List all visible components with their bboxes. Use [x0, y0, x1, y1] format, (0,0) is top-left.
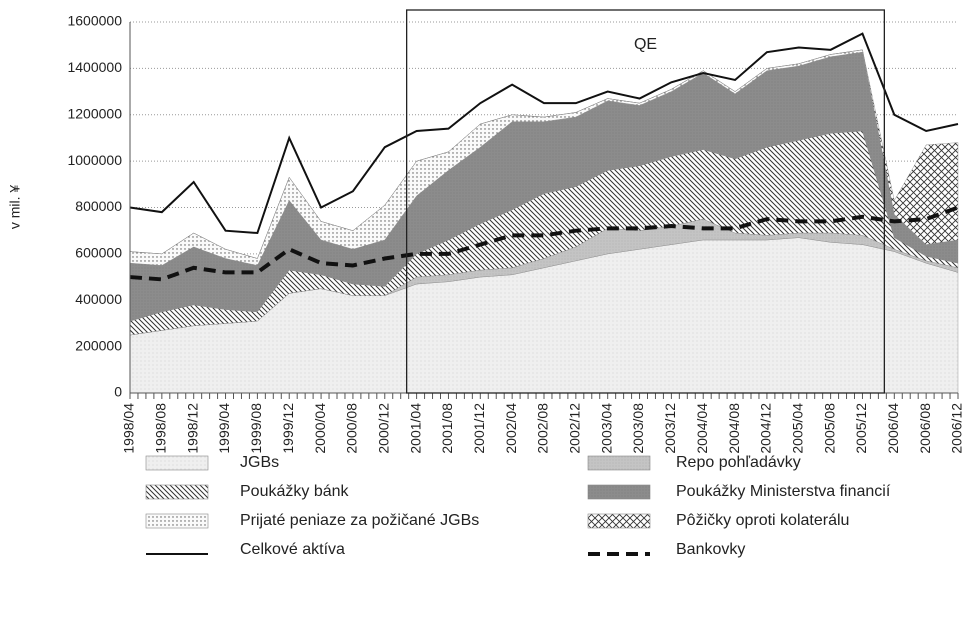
y-tick-label: 200000	[75, 337, 122, 353]
x-tick-label: 2004/08	[726, 403, 742, 454]
y-tick-label: 1000000	[67, 152, 122, 168]
x-tick-label: 2001/12	[471, 403, 487, 454]
annotation: QE	[634, 36, 657, 53]
y-tick-label: 0	[114, 384, 122, 400]
x-tick-label: 2002/04	[503, 403, 519, 454]
x-tick-label: 2003/08	[630, 403, 646, 454]
x-tick-label: 2006/04	[885, 403, 901, 454]
x-tick-label: 2006/08	[917, 403, 933, 454]
legend-swatch	[587, 455, 651, 471]
legend-label: Poukážky Ministerstva financií	[676, 483, 891, 500]
x-tick-label: 2005/08	[821, 403, 837, 454]
x-tick-label: 2005/04	[789, 403, 805, 454]
x-tick-label: 2003/04	[598, 403, 614, 454]
legend-label: Celkové aktíva	[240, 541, 345, 558]
x-tick-label: 2002/08	[535, 403, 551, 454]
area	[129, 49, 959, 259]
x-tick-label: 2000/08	[344, 403, 360, 454]
y-tick-label: 600000	[75, 245, 122, 261]
x-tick-label: 2005/12	[853, 403, 869, 454]
legend-label: Pôžičky oproti kolaterálu	[676, 512, 849, 529]
x-tick-label: 2001/04	[407, 403, 423, 454]
legend-label: JGBs	[240, 454, 279, 471]
x-tick-label: 2006/12	[949, 403, 963, 454]
x-tick-label: 2001/08	[439, 403, 455, 454]
x-tick-label: 2004/12	[758, 403, 774, 454]
x-tick-label: 1998/04	[121, 403, 137, 454]
x-tick-label: 2002/12	[567, 403, 583, 454]
legend-label: Repo pohľadávky	[676, 454, 801, 471]
x-tick-label: 1999/08	[248, 403, 264, 454]
x-tick-label: 2004/04	[694, 403, 710, 454]
x-tick-label: 2003/12	[662, 403, 678, 454]
legend-label: Poukážky bánk	[240, 483, 350, 500]
legend-swatch	[587, 484, 651, 500]
legend-label: Bankovky	[676, 541, 745, 558]
x-tick-label: 1999/04	[216, 403, 232, 454]
line	[129, 205, 959, 282]
y-tick-label: 1600000	[67, 13, 122, 29]
legend-swatch	[145, 455, 209, 471]
y-tick-label: 800000	[75, 198, 122, 214]
legend-swatch	[145, 513, 209, 529]
legend-swatch	[145, 484, 209, 500]
legend-swatch	[587, 513, 651, 529]
x-tick-label: 1999/12	[280, 403, 296, 454]
x-tick-label: 1998/12	[184, 403, 200, 454]
qe-box	[406, 9, 885, 394]
legend-label: Prijaté peniaze za požičané JGBs	[240, 512, 479, 529]
x-tick-label: 2000/12	[375, 403, 391, 454]
y-tick-label: 1200000	[67, 105, 122, 121]
y-tick-label: 400000	[75, 291, 122, 307]
line	[129, 32, 959, 235]
y-axis-label: v mil. ¥	[7, 185, 23, 230]
x-tick-label: 2000/04	[312, 403, 328, 454]
x-tick-label: 1998/08	[153, 403, 169, 454]
y-tick-label: 1400000	[67, 59, 122, 75]
